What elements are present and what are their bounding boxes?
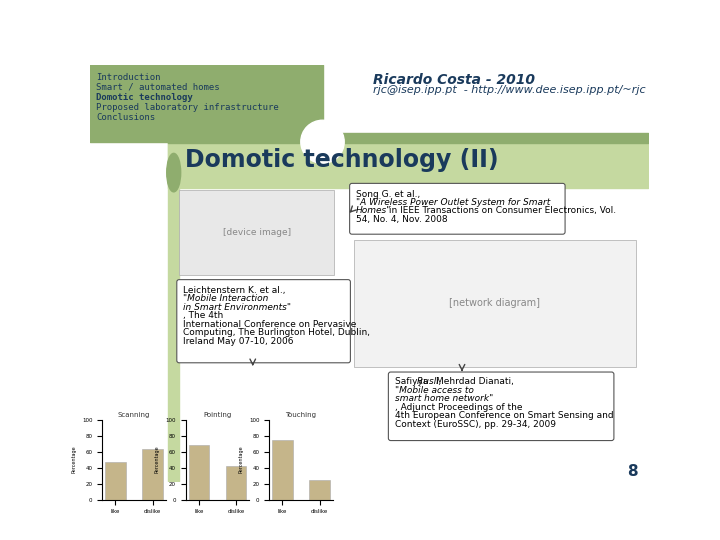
Text: Smart / automated homes: Smart / automated homes [96,83,220,91]
Y-axis label: Percentage: Percentage [155,446,160,474]
Y-axis label: Percentage: Percentage [238,446,243,474]
Text: , Adjunct Proceedings of the: , Adjunct Proceedings of the [395,403,522,412]
Bar [272,440,292,500]
FancyBboxPatch shape [354,240,636,367]
FancyBboxPatch shape [179,190,334,275]
Text: [network diagram]: [network diagram] [449,299,540,308]
Text: 54, No. 4, Nov. 2008: 54, No. 4, Nov. 2008 [356,215,447,224]
Text: [device image]: [device image] [222,228,291,237]
Text: Leichtenstern K. et al.,: Leichtenstern K. et al., [183,286,289,295]
Bar [226,466,246,500]
FancyBboxPatch shape [388,372,614,441]
Title: Pointing: Pointing [203,412,232,418]
Text: Ireland May 07-10, 2006: Ireland May 07-10, 2006 [183,336,294,346]
Text: in Smart Environments": in Smart Environments" [183,303,291,312]
Text: Song G. et al.,: Song G. et al., [356,190,423,199]
Title: Scanning: Scanning [118,412,150,418]
Bar [105,462,125,500]
Ellipse shape [167,153,181,192]
Text: Safiyya: Safiyya [395,377,431,387]
Text: Homes": Homes" [356,206,391,215]
Text: smart home network": smart home network" [395,394,492,403]
Text: Computing, The Burlington Hotel, Dublin,: Computing, The Burlington Hotel, Dublin, [183,328,370,337]
Text: Rusli,: Rusli, [417,377,444,387]
Text: 8: 8 [627,464,638,479]
Text: "Mobile access to: "Mobile access to [395,386,474,395]
Text: , The 4th: , The 4th [183,311,223,320]
Circle shape [301,120,344,164]
Text: International Conference on Pervasive: International Conference on Pervasive [183,320,356,329]
Text: Proposed laboratory infrastructure: Proposed laboratory infrastructure [96,103,279,112]
Text: in IEEE Transactions on Consumer Electronics, Vol.: in IEEE Transactions on Consumer Electro… [386,206,616,215]
Text: Domotic technology (II): Domotic technology (II) [184,148,498,172]
Text: Domotic technology: Domotic technology [96,92,193,102]
Text: "A Wireless Power Outlet System for Smart: "A Wireless Power Outlet System for Smar… [356,198,550,207]
Bar [143,449,163,500]
Text: Mehrdad Dianati,: Mehrdad Dianati, [436,377,516,387]
Bar [310,480,330,500]
Text: Conclusions: Conclusions [96,112,156,122]
Y-axis label: Percentage: Percentage [71,446,76,474]
Text: 4th European Conference on Smart Sensing and: 4th European Conference on Smart Sensing… [395,411,613,420]
FancyBboxPatch shape [177,280,351,363]
Text: Introduction: Introduction [96,72,161,82]
Text: "Mobile Interaction: "Mobile Interaction [183,294,269,303]
Text: rjc@isep.ipp.pt  - http://www.dee.isep.ipp.pt/~rjc: rjc@isep.ipp.pt - http://www.dee.isep.ip… [373,85,646,95]
Bar [189,445,209,500]
Text: Ricardo Costa - 2010: Ricardo Costa - 2010 [373,72,535,86]
Text: Context (EuroSSC), pp. 29-34, 2009: Context (EuroSSC), pp. 29-34, 2009 [395,420,556,429]
Title: Touching: Touching [285,412,317,418]
FancyBboxPatch shape [350,184,565,234]
